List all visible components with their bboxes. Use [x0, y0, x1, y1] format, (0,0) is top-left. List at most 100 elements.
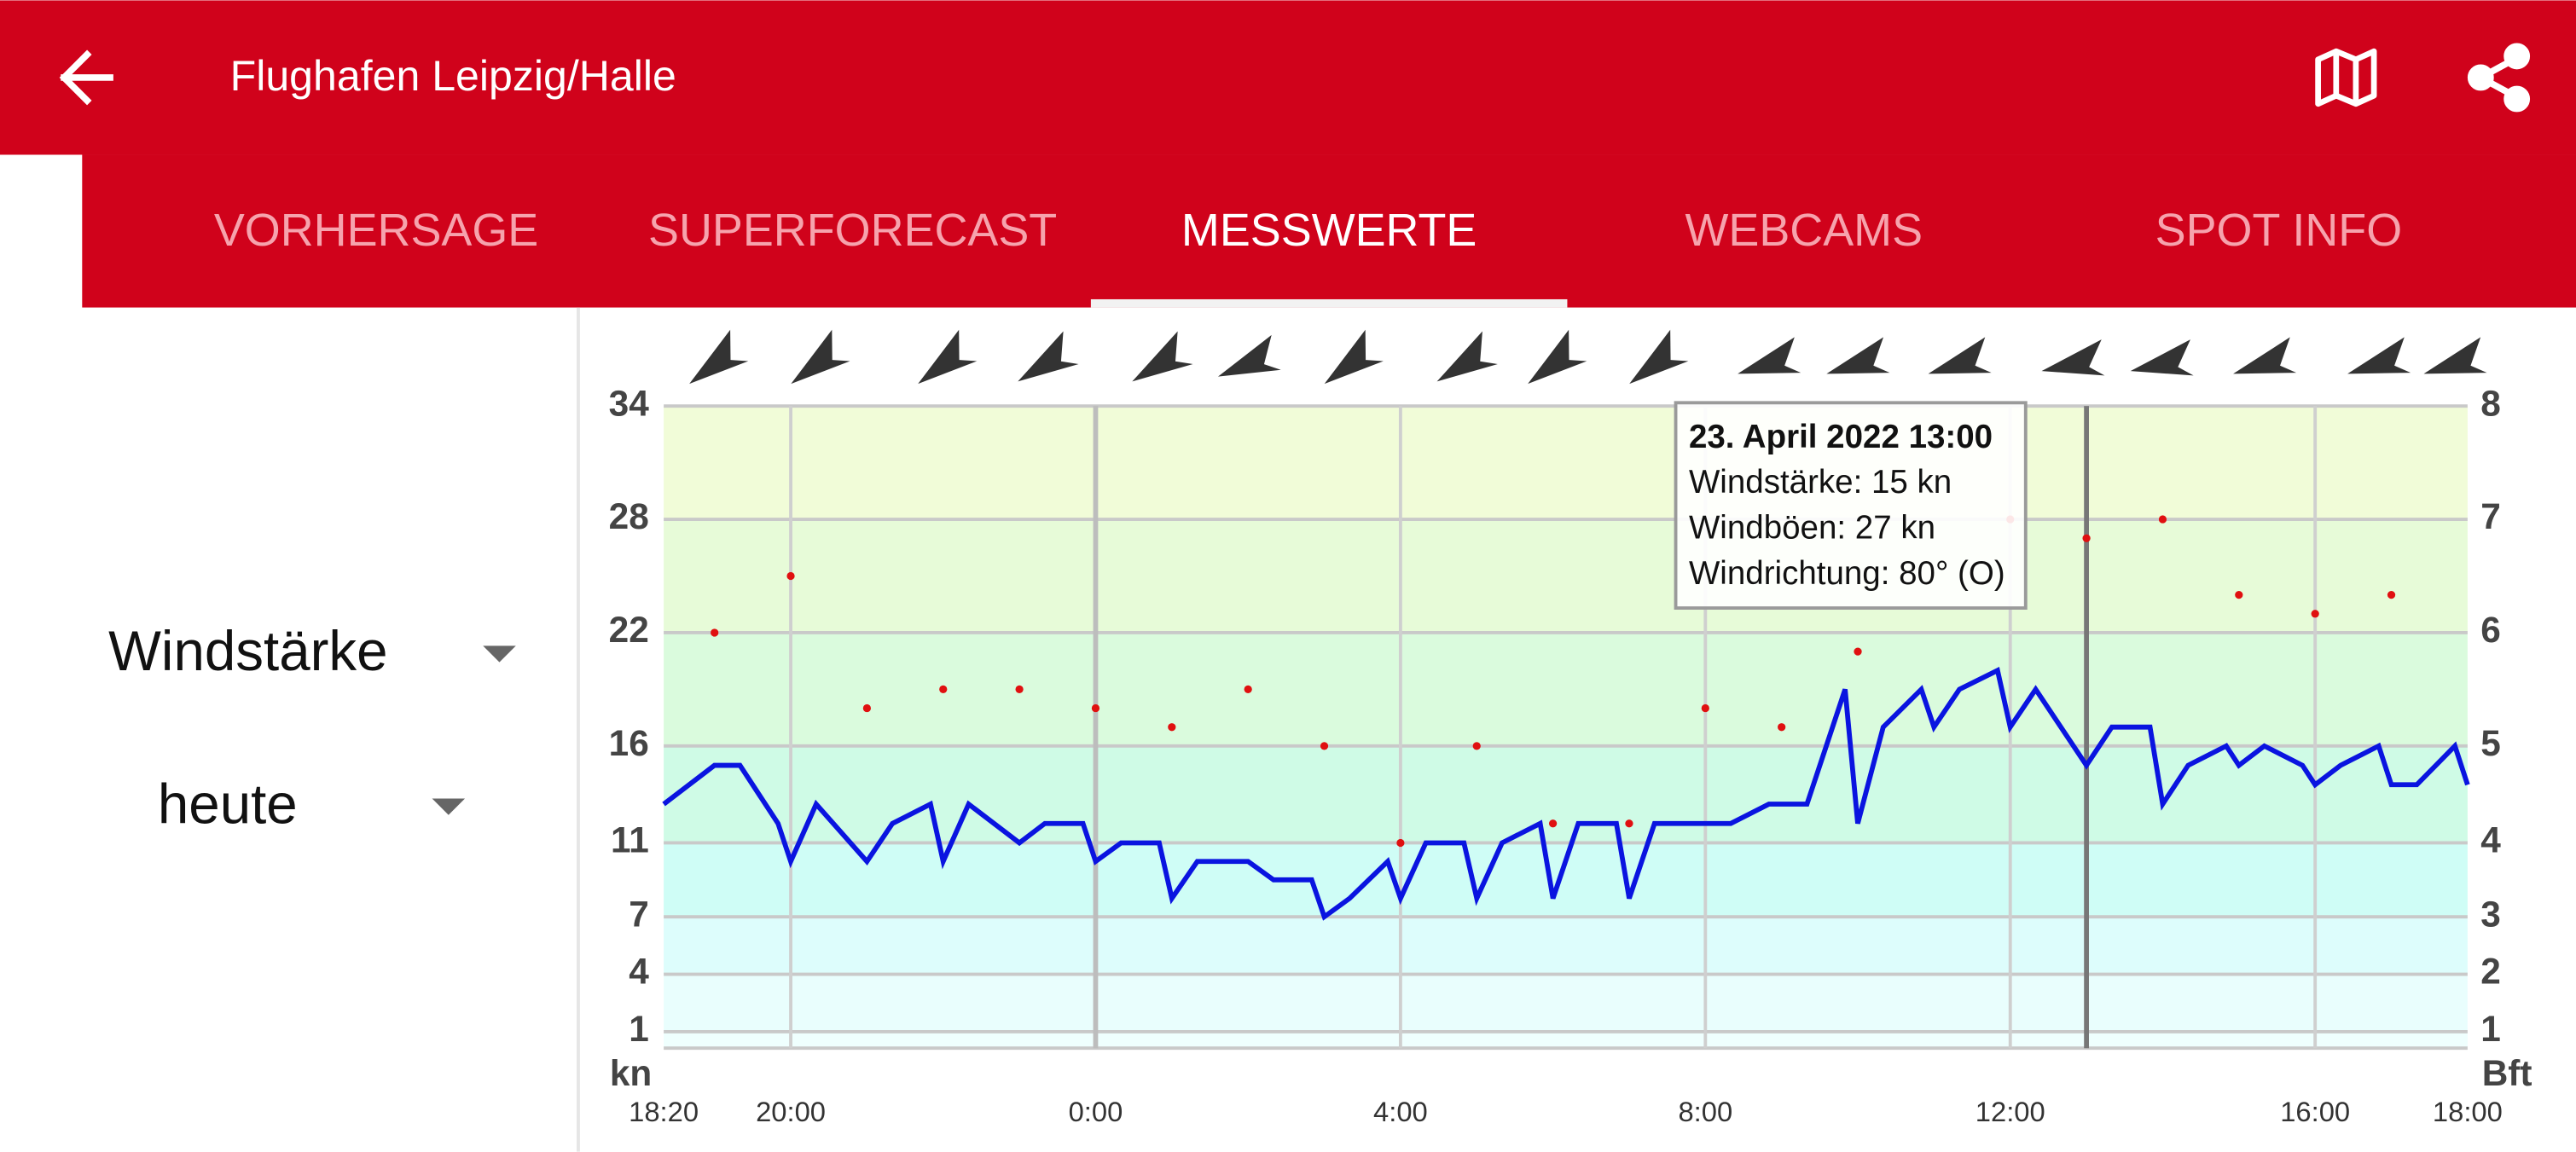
- gust-point: [1168, 723, 1176, 732]
- share-icon[interactable]: [2503, 43, 2531, 70]
- tab-indicator: [1090, 298, 1568, 308]
- tab[interactable]: WEBCAMS: [1685, 205, 1923, 256]
- tab[interactable]: VORHERSAGE: [214, 205, 538, 256]
- gust-point: [939, 685, 948, 694]
- band: [664, 519, 2468, 633]
- direction-arrow: [2041, 339, 2105, 376]
- y-tick-label: 4: [629, 952, 649, 992]
- direction-arrow: [2233, 337, 2297, 374]
- gust-point: [2311, 610, 2319, 618]
- direction-arrow: [2423, 337, 2487, 374]
- y2-tick-label: 1: [2480, 1009, 2501, 1049]
- direction-arrow: [1826, 337, 1890, 374]
- direction-arrow: [791, 329, 850, 385]
- direction-arrow: [1018, 331, 1079, 382]
- tooltip-line: Windrichtung: 80° (O): [1689, 555, 2005, 592]
- gust-point: [711, 628, 719, 637]
- direction-arrow: [1738, 337, 1801, 374]
- gust-point: [1548, 819, 1558, 828]
- direction-arrow: [2347, 337, 2411, 374]
- share-icon[interactable]: [2503, 85, 2531, 113]
- x-tick-label: 16:00: [2280, 1096, 2350, 1127]
- y2-axis-label: Bft: [2482, 1053, 2532, 1093]
- band: [664, 632, 2468, 746]
- direction-arrow: [689, 329, 749, 385]
- y2-tick-label: 4: [2480, 820, 2501, 860]
- gust-point: [1015, 685, 1024, 694]
- y-tick-label: 1: [629, 1009, 649, 1049]
- direction-arrow: [1629, 329, 1689, 385]
- band: [664, 406, 2468, 520]
- x-tick-label: 20:00: [756, 1096, 826, 1127]
- tabs: VORHERSAGE SUPERFORECAST MESSWERTE WEBCAMS S…: [214, 205, 2403, 308]
- y2-tick-label: 3: [2480, 894, 2501, 934]
- direction-arrow: [1928, 337, 1992, 374]
- band: [664, 974, 2468, 1032]
- gust-point: [1320, 742, 1329, 750]
- gust-point: [2082, 534, 2091, 542]
- gust-point: [1472, 742, 1481, 750]
- x-tick-label: 4:00: [1373, 1096, 1428, 1127]
- dropdown-icon[interactable]: [432, 798, 466, 815]
- gust-point: [1778, 723, 1786, 732]
- gust-point: [1396, 838, 1405, 848]
- tooltip: [1674, 401, 2028, 610]
- variable-select[interactable]: Windstärke: [108, 620, 387, 682]
- tab[interactable]: SPOT INFO: [2155, 205, 2403, 256]
- y-tick-label: 11: [611, 820, 649, 860]
- x-tick-label: 0:00: [1069, 1096, 1123, 1127]
- gust-point: [862, 703, 872, 713]
- direction-arrow: [2130, 339, 2194, 376]
- band: [664, 1031, 2468, 1049]
- x-tick-label: 8:00: [1678, 1096, 1732, 1127]
- gust-point: [1701, 703, 1709, 713]
- tab[interactable]: SUPERFORECAST: [648, 205, 1057, 256]
- tab-bar: [82, 154, 2576, 308]
- direction-arrow: [1528, 329, 1587, 385]
- y-tick-label: 7: [629, 894, 649, 934]
- direction-arrow: [1324, 329, 1384, 385]
- dropdown-icon[interactable]: [483, 645, 516, 663]
- share-icon[interactable]: [2467, 64, 2494, 91]
- y2-tick-label: 8: [2480, 383, 2501, 423]
- y2-tick-label: 6: [2480, 610, 2501, 650]
- direction-arrow: [1132, 331, 1193, 382]
- page-title: Flughafen Leipzig/Halle: [230, 52, 676, 100]
- direction-arrow: [1217, 334, 1281, 377]
- direction-arrow: [1436, 331, 1498, 382]
- x-tick-label: 18:00: [2433, 1096, 2503, 1127]
- band: [664, 917, 2468, 975]
- gust-point: [2387, 591, 2396, 599]
- period-select[interactable]: heute: [158, 773, 298, 835]
- y-tick-label: 22: [609, 610, 649, 650]
- y2-tick-label: 7: [2480, 496, 2501, 536]
- y-axis-label: kn: [610, 1053, 652, 1093]
- back-button[interactable]: [59, 49, 113, 106]
- x-tick-label: 18:20: [629, 1096, 699, 1127]
- y2-tick-label: 2: [2480, 952, 2501, 992]
- tooltip-line: Windböen: 27 kn: [1689, 510, 1935, 547]
- tooltip-line: 23. April 2022 13:00: [1689, 419, 1993, 455]
- back-icon[interactable]: [59, 49, 113, 106]
- app-bar: [0, 0, 2576, 155]
- gust-point: [1854, 647, 1862, 656]
- gust-point: [1091, 703, 1100, 713]
- gust-point: [786, 571, 795, 581]
- y2-tick-label: 5: [2480, 723, 2501, 763]
- gust-point: [2158, 515, 2167, 524]
- gust-point: [2235, 591, 2243, 599]
- wind-line: [662, 667, 2470, 921]
- tab[interactable]: MESSWERTE: [1181, 205, 1477, 256]
- tooltip-line: Windstärke: 15 kn: [1689, 464, 1952, 501]
- y-tick-label: 28: [609, 496, 649, 536]
- share-button[interactable]: [2467, 43, 2531, 113]
- y-tick-label: 34: [609, 383, 650, 423]
- x-tick-label: 12:00: [1976, 1096, 2045, 1127]
- direction-arrow: [918, 329, 978, 385]
- y-tick-label: 16: [609, 723, 649, 763]
- gust-point: [1625, 819, 1633, 828]
- map-button[interactable]: [2315, 48, 2377, 107]
